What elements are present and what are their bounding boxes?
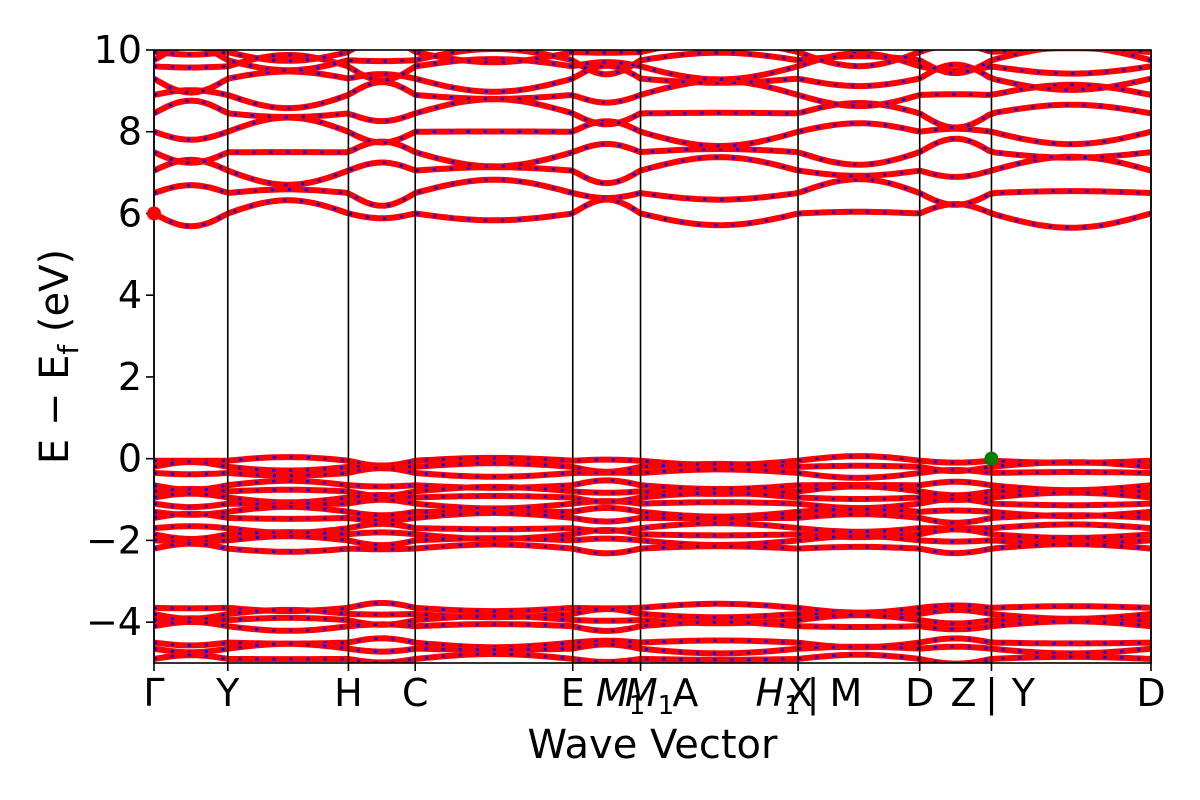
conduction-band bbox=[154, 50, 1151, 70]
conduction-band bbox=[154, 153, 1151, 188]
conduction-band-projection bbox=[154, 63, 1151, 95]
conduction-band bbox=[154, 196, 1151, 231]
y-axis-label-tail: (eV) bbox=[32, 249, 78, 345]
valence-band-projection bbox=[154, 542, 1151, 555]
valence-band-projection bbox=[154, 497, 1151, 510]
x-tick-label: Y bbox=[1011, 671, 1036, 715]
valence-band-projection bbox=[154, 511, 1151, 525]
conduction-band-projection bbox=[154, 155, 1151, 187]
plot-frame bbox=[153, 49, 1152, 664]
valence-band-projection bbox=[154, 636, 1151, 649]
x-tick-label: D bbox=[905, 671, 934, 715]
kpoint-lines bbox=[153, 50, 1152, 663]
x-tick-label: M1 bbox=[625, 671, 674, 721]
conduction-band bbox=[154, 50, 1151, 78]
x-tick-label: H1 bbox=[756, 671, 801, 721]
conduction-band bbox=[154, 114, 1151, 150]
x-axis-label: Wave Vector bbox=[528, 722, 779, 768]
valence-band-projection bbox=[154, 527, 1151, 541]
x-tick-label: M1 bbox=[596, 671, 645, 721]
valence-band-projection bbox=[154, 619, 1151, 633]
y-tick-label: 6 bbox=[118, 191, 142, 235]
x-tick-label: H bbox=[334, 671, 363, 715]
plot-area bbox=[154, 50, 1151, 663]
x-tick-label: M bbox=[830, 671, 863, 715]
y-tick-label: 4 bbox=[118, 273, 142, 317]
conduction-band-projection bbox=[154, 198, 1151, 230]
conduction-band bbox=[154, 96, 1151, 131]
valence-band-projection bbox=[154, 505, 1151, 519]
y-tick-label: −2 bbox=[86, 518, 142, 562]
valence-band-projection bbox=[154, 521, 1151, 535]
x-tick-label: E bbox=[561, 671, 585, 715]
y-tick-label: 0 bbox=[118, 437, 142, 481]
valence-band bbox=[154, 533, 1151, 549]
x-tick-label: X bbox=[787, 671, 813, 715]
valence-band-projection bbox=[154, 613, 1151, 627]
valence-band-projection bbox=[154, 601, 1151, 615]
x-tick-label: Z bbox=[951, 671, 977, 715]
y-axis-label-main: E − E bbox=[32, 355, 78, 465]
valence-band-projection bbox=[154, 642, 1151, 655]
x-tick-label: Γ bbox=[143, 671, 164, 715]
x-tick-label: D bbox=[1136, 671, 1165, 715]
y-tick-label: −4 bbox=[86, 600, 142, 644]
valence-band-projection bbox=[154, 460, 1151, 474]
y-axis-label: E − Ef (eV) bbox=[32, 249, 85, 464]
x-tick-label: | bbox=[985, 671, 998, 716]
y-tick-label: 8 bbox=[118, 110, 142, 154]
conduction-band-projection bbox=[154, 116, 1151, 148]
valence-band-projection bbox=[154, 466, 1151, 480]
y-tick-label: 2 bbox=[118, 355, 142, 399]
vbm-marker bbox=[984, 451, 999, 466]
valence-band-projection bbox=[154, 491, 1151, 504]
conduction-band-projection bbox=[154, 79, 1151, 110]
cbm-marker bbox=[147, 206, 161, 221]
valence-band-projection bbox=[154, 652, 1151, 663]
valence-band bbox=[154, 453, 1151, 469]
conduction-band-projection bbox=[154, 97, 1151, 130]
valence-band-projection bbox=[154, 607, 1151, 621]
valence-band-projection bbox=[154, 484, 1151, 498]
x-tick-label: A bbox=[672, 671, 698, 715]
x-tick-label: | bbox=[807, 671, 820, 716]
x-tick-label: Y bbox=[215, 671, 240, 715]
y-tick-label: 10 bbox=[94, 28, 142, 72]
y-axis-ticks: −4 −2 0 2 4 6 8 10 bbox=[86, 28, 154, 644]
x-tick-label: C bbox=[402, 671, 429, 715]
conduction-band-projection bbox=[154, 137, 1151, 168]
conduction-band-projection bbox=[154, 177, 1151, 208]
y-axis-label-sub: f bbox=[52, 344, 85, 355]
conduction-band bbox=[154, 77, 1151, 112]
valence-band-projection bbox=[154, 478, 1151, 492]
